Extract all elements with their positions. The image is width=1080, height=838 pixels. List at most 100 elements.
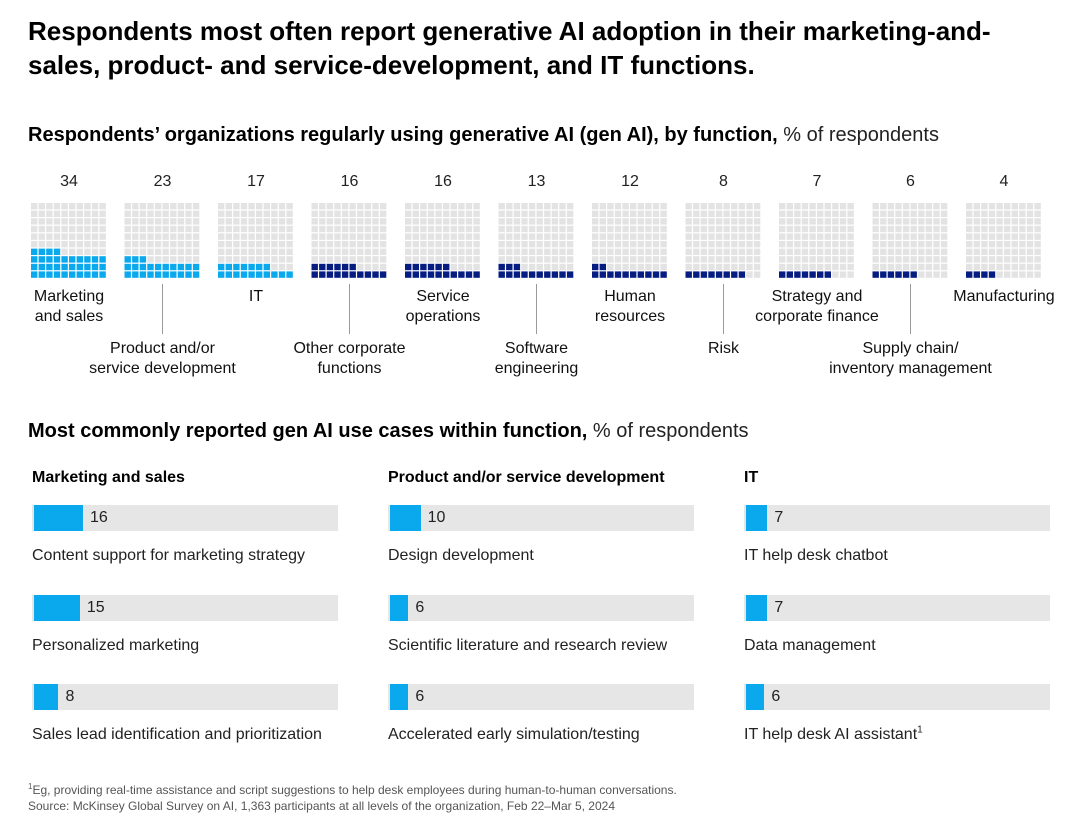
function-label: Strategy and corporate finance	[755, 287, 879, 327]
waffle-cell-empty	[248, 248, 255, 255]
waffle-cell-empty	[973, 203, 980, 210]
use-case-chart-title-text: Most commonly reported gen AI use cases …	[28, 420, 588, 442]
waffle-cell-filled	[458, 271, 465, 278]
waffle-cell-empty	[895, 256, 902, 263]
waffle-cell-filled	[271, 271, 278, 278]
waffle-cell-empty	[465, 210, 473, 217]
waffle-cell-empty	[566, 233, 574, 240]
waffle-cell-filled	[498, 263, 505, 271]
waffle-cell-empty	[973, 233, 980, 240]
waffle-cell-filled	[536, 271, 543, 278]
waffle-cell-empty	[918, 203, 925, 210]
waffle-cell-filled	[824, 271, 831, 278]
waffle-cell-empty	[895, 263, 902, 271]
waffle-cell-empty	[154, 256, 162, 263]
waffle-cell-empty	[918, 218, 925, 225]
waffle-cell-empty	[162, 241, 169, 248]
waffle-cell-filled	[427, 263, 435, 271]
waffle-cell-empty	[379, 256, 387, 263]
waffle-cell-empty	[233, 210, 240, 217]
waffle-cell-empty	[248, 233, 255, 240]
waffle-cell-empty	[435, 241, 442, 248]
waffle-cell-empty	[925, 218, 933, 225]
waffle-cell-empty	[341, 210, 349, 217]
waffle-cell-empty	[218, 203, 225, 210]
waffle-cell-filled	[139, 263, 147, 271]
waffle-cell-empty	[902, 225, 910, 233]
waffle-cell-empty	[887, 218, 895, 225]
waffle-cell-empty	[566, 225, 574, 233]
waffle-cell-filled	[693, 271, 700, 278]
waffle-cell-empty	[225, 256, 232, 263]
waffle-cell-empty	[933, 203, 940, 210]
waffle-cell-empty	[162, 203, 169, 210]
waffle-cell-empty	[738, 263, 746, 271]
waffle-cell-empty	[170, 241, 177, 248]
waffle-cell-filled	[256, 271, 263, 278]
waffle-cell-empty	[263, 225, 270, 233]
waffle-cell-empty	[513, 256, 521, 263]
waffle-cell-empty	[731, 248, 738, 255]
waffle-cell-empty	[427, 248, 435, 255]
waffle-cell-empty	[630, 248, 637, 255]
waffle-cell-filled	[637, 271, 644, 278]
waffle-cell-empty	[1026, 218, 1034, 225]
waffle-cell-filled	[69, 256, 76, 263]
waffle-cell-empty	[544, 248, 551, 255]
waffle-cell-empty	[996, 210, 1003, 217]
waffle-cell-empty	[966, 233, 973, 240]
waffle-cell-empty	[933, 263, 940, 271]
waffle-cell-empty	[498, 256, 505, 263]
waffle-cell-empty	[708, 203, 715, 210]
waffle-cell-filled	[465, 271, 473, 278]
waffle-cell-empty	[880, 256, 887, 263]
waffle-cell-empty	[566, 248, 574, 255]
waffle-cell-filled	[420, 263, 427, 271]
waffle-cell-empty	[372, 218, 379, 225]
waffle-cell-empty	[1004, 218, 1011, 225]
waffle-cell-empty	[910, 241, 917, 248]
use-case-bar	[746, 505, 768, 531]
waffle-cell-empty	[753, 203, 761, 210]
waffle-cell-empty	[910, 218, 917, 225]
waffle-cell-empty	[622, 256, 629, 263]
waffle-cell-empty	[91, 203, 99, 210]
waffle-cell-empty	[779, 203, 786, 210]
waffle-cell-empty	[940, 241, 948, 248]
waffle-cell-filled	[256, 263, 263, 271]
waffle-cell-empty	[966, 256, 973, 263]
waffle-cell-empty	[779, 241, 786, 248]
function-chart-title-text: Respondents’ organizations regularly usi…	[28, 124, 778, 146]
waffle-cell-empty	[334, 203, 341, 210]
waffle-cell-empty	[910, 233, 917, 240]
waffle-cell-empty	[341, 218, 349, 225]
waffle-cell-empty	[786, 248, 793, 255]
waffle-cell-empty	[225, 233, 232, 240]
waffle-cell-filled	[473, 271, 480, 278]
waffle-cell-empty	[46, 218, 53, 225]
waffle-cell-empty	[334, 248, 341, 255]
waffle-cell-empty	[966, 203, 973, 210]
waffle-cell-empty	[872, 203, 879, 210]
waffle-cell-empty	[622, 233, 629, 240]
waffle-cell-empty	[263, 241, 270, 248]
waffle-cell-empty	[592, 233, 599, 240]
waffle-cell-empty	[162, 248, 169, 255]
waffle-cell-filled	[559, 271, 566, 278]
waffle-cell-filled	[973, 271, 980, 278]
function-value-label: 17	[247, 173, 265, 190]
waffle-cell-empty	[263, 210, 270, 217]
waffle-cell-empty	[536, 241, 543, 248]
waffle-cell-empty	[521, 241, 528, 248]
waffle-cell-empty	[746, 263, 753, 271]
waffle-cell-empty	[607, 256, 614, 263]
waffle-cell-filled	[311, 263, 318, 271]
waffle-cell-filled	[46, 271, 53, 278]
waffle-cell-empty	[420, 210, 427, 217]
waffle-cell-empty	[218, 210, 225, 217]
waffle-cell-empty	[786, 241, 793, 248]
waffle-cell-empty	[895, 218, 902, 225]
waffle-cell-empty	[1004, 248, 1011, 255]
waffle-cell-empty	[592, 225, 599, 233]
waffle-cell-filled	[31, 263, 38, 271]
